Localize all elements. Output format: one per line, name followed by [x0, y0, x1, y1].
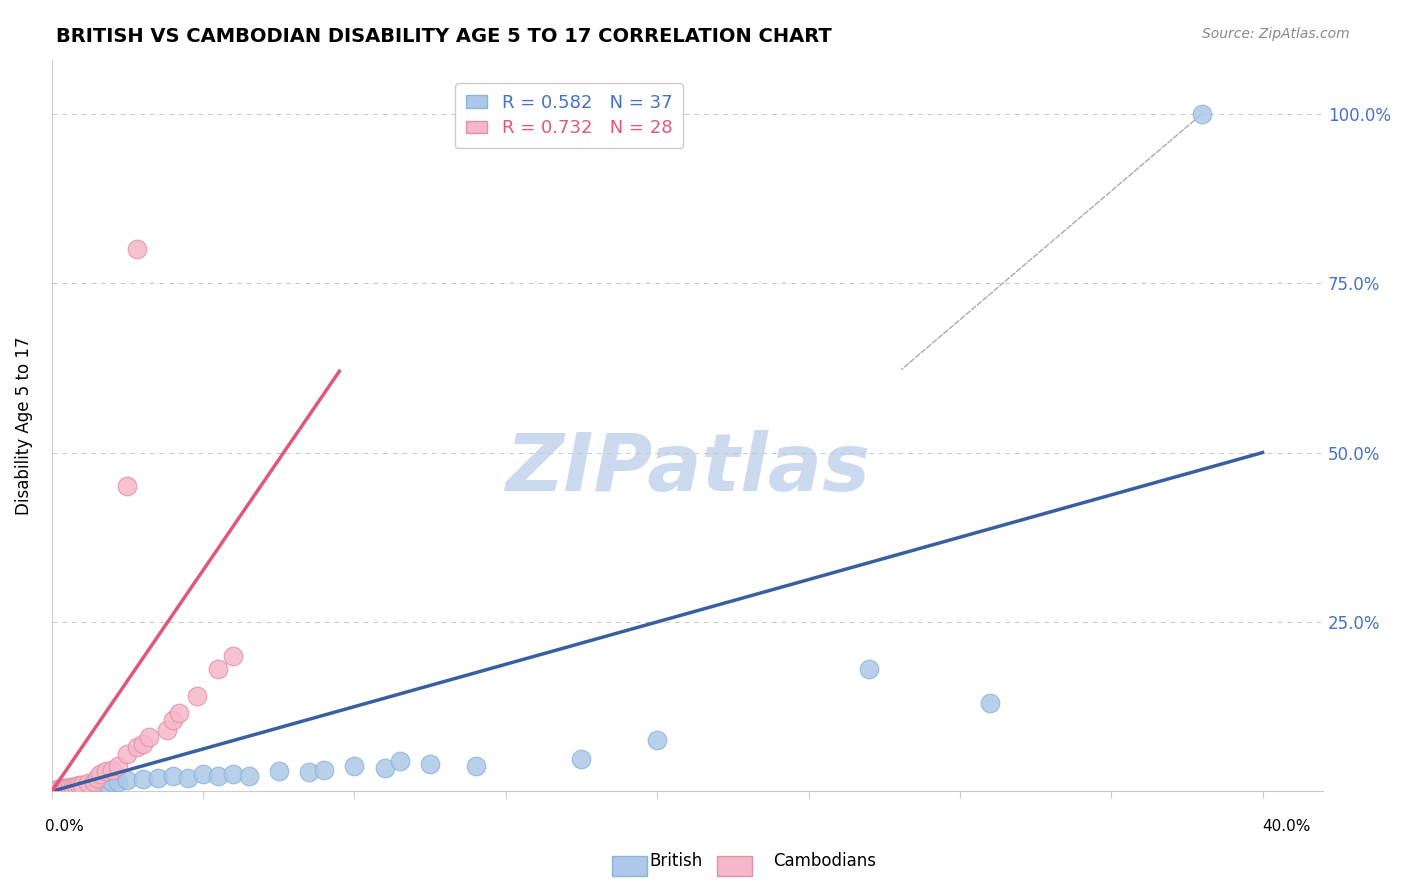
Point [62, 780, 84, 794]
Legend: R = 0.582   N = 37, R = 0.732   N = 28: R = 0.582 N = 37, R = 0.732 N = 28 [456, 83, 683, 148]
Text: 0.0%: 0.0% [45, 819, 84, 834]
Point [222, 648, 245, 663]
Point [858, 662, 880, 676]
Point [314, 763, 336, 777]
Text: Cambodians: Cambodians [773, 852, 876, 870]
Point [1191, 107, 1213, 121]
Point [146, 771, 169, 785]
Point [83, 774, 105, 789]
Point [117, 479, 139, 493]
Text: Source: ZipAtlas.com: Source: ZipAtlas.com [1202, 27, 1350, 41]
Point [167, 706, 190, 721]
Point [222, 767, 245, 781]
Point [56, 780, 79, 795]
Point [186, 690, 208, 704]
Point [125, 740, 148, 755]
Point [156, 723, 179, 738]
Point [67, 778, 90, 792]
Point [77, 776, 100, 790]
Point [162, 713, 184, 727]
Point [52, 782, 75, 797]
Text: British: British [650, 852, 703, 870]
Point [96, 764, 118, 778]
Text: BRITISH VS CAMBODIAN DISABILITY AGE 5 TO 17 CORRELATION CHART: BRITISH VS CAMBODIAN DISABILITY AGE 5 TO… [56, 27, 832, 45]
Text: ZIPatlas: ZIPatlas [505, 430, 870, 508]
Point [388, 754, 411, 768]
Point [70, 778, 93, 792]
Point [107, 758, 129, 772]
Point [207, 769, 229, 783]
Y-axis label: Disability Age 5 to 17: Disability Age 5 to 17 [15, 336, 32, 515]
Point [65, 780, 87, 795]
Point [107, 774, 129, 789]
Point [645, 733, 668, 747]
Text: 40.0%: 40.0% [1263, 819, 1310, 834]
Point [374, 761, 396, 775]
Point [298, 765, 321, 780]
Point [83, 778, 105, 792]
Point [131, 772, 153, 786]
Point [191, 767, 214, 781]
Point [131, 737, 153, 751]
Point [177, 771, 200, 785]
Point [343, 758, 366, 772]
Point [267, 764, 290, 778]
Point [62, 780, 84, 795]
Point [571, 752, 593, 766]
Point [101, 763, 124, 777]
Point [67, 780, 90, 795]
Point [86, 771, 108, 785]
Point [117, 747, 139, 761]
Point [979, 696, 1001, 710]
Point [49, 781, 72, 796]
Point [162, 769, 184, 783]
Point [46, 782, 69, 797]
Point [77, 779, 100, 793]
Point [117, 773, 139, 788]
Point [59, 781, 82, 796]
Point [89, 778, 111, 792]
Point [89, 767, 111, 781]
Point [138, 730, 160, 744]
Point [238, 769, 260, 783]
Point [49, 781, 72, 796]
Point [101, 775, 124, 789]
Point [46, 782, 69, 797]
Point [96, 776, 118, 790]
Point [125, 242, 148, 256]
Point [70, 780, 93, 794]
Point [65, 779, 87, 793]
Point [56, 780, 79, 795]
Point [419, 757, 441, 772]
Point [59, 780, 82, 795]
Point [207, 662, 229, 676]
Point [464, 758, 486, 772]
Point [52, 780, 75, 795]
